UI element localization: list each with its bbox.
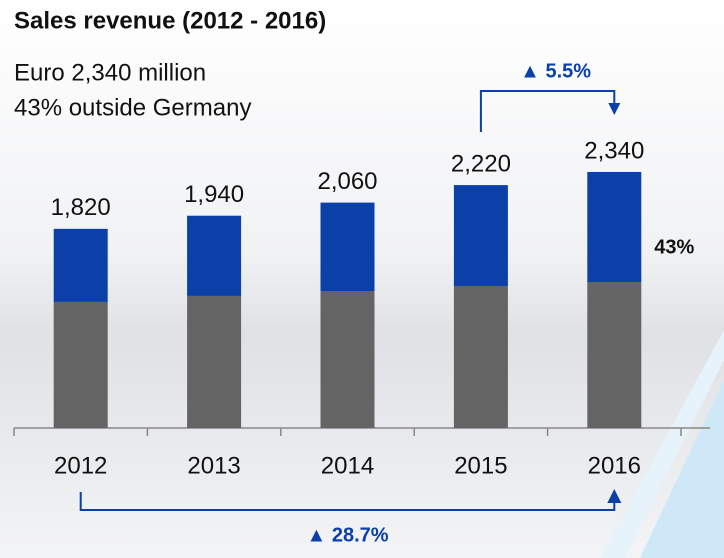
bar-segment — [587, 171, 642, 283]
subtitle: 43% outside Germany — [14, 94, 251, 121]
growth-label: ▲ 28.7% — [306, 524, 388, 546]
share-label: 43% — [654, 236, 694, 258]
growth-bracket — [479, 90, 616, 132]
bar-segment — [53, 301, 108, 428]
x-tick-label: 2015 — [454, 452, 507, 479]
bar-segment — [587, 282, 642, 428]
decor-shape — [600, 330, 724, 558]
total-label: 1,940 — [184, 181, 244, 208]
bar-segment — [453, 185, 508, 286]
growth-bracket — [79, 492, 616, 511]
arrow-head — [607, 489, 622, 503]
bar-segment — [320, 291, 375, 428]
arrow-head — [608, 103, 621, 115]
total-label: 2,060 — [317, 168, 377, 195]
x-tick-label: 2012 — [54, 452, 107, 479]
bar-segment — [187, 215, 242, 296]
x-tick-label: 2016 — [588, 452, 641, 479]
bar-segment — [453, 285, 508, 428]
total-label: 2,340 — [584, 137, 644, 164]
chart-title: Sales revenue (2012 - 2016) — [14, 7, 326, 34]
decor-shape — [640, 380, 724, 558]
x-tick-label: 2013 — [187, 452, 240, 479]
growth-label: ▲ 5.5% — [520, 60, 591, 82]
subtitle: Euro 2,340 million — [14, 59, 206, 86]
bar-segment — [53, 228, 108, 302]
bar-segment — [320, 202, 375, 292]
x-tick-label: 2014 — [321, 452, 374, 479]
total-label: 1,820 — [51, 194, 111, 221]
total-label: 2,220 — [451, 150, 511, 177]
bar-segment — [187, 295, 242, 428]
